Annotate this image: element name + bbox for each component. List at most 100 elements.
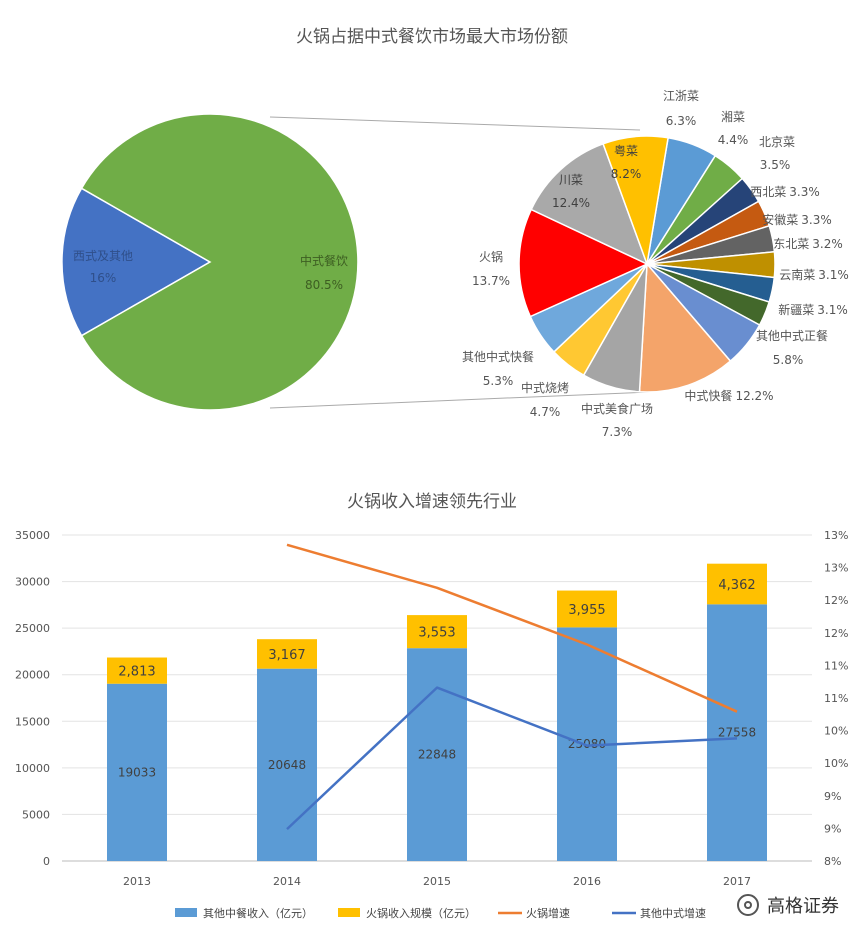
sub-pie-label-0: 江浙菜 <box>663 89 699 103</box>
bar-label-other-2013: 19033 <box>118 765 156 779</box>
legend-swatch-0 <box>175 908 197 917</box>
sub-pie-label-7: 新疆菜 3.1% <box>778 302 848 317</box>
bar-label-other-2015: 22848 <box>418 748 456 762</box>
y2-tick-label-2: 9% <box>824 790 841 803</box>
connector-line-bottom <box>269 391 651 409</box>
y2-tick-label-4: 10% <box>824 725 848 738</box>
sub-pie-label-text-7: 新疆菜 <box>778 302 814 317</box>
sub-pie-slice-9 <box>638 262 732 393</box>
y2-tick-label-1: 9% <box>824 822 841 835</box>
x-tick-label-2014: 2014 <box>273 875 301 888</box>
bar-plot-area: 0 5000 10000 15000 20000 25000 30000 35000 8% 9% 9… <box>15 529 848 888</box>
sub-pie-label-14: 川菜 <box>559 173 583 187</box>
sub-pie-label-10: 中式美食广场 <box>581 401 653 416</box>
bar-hotpot-2016 <box>557 590 617 628</box>
sub-pie-value-2: 3.5% <box>760 158 791 172</box>
y2-tick-label-3: 10% <box>824 757 848 770</box>
sub-pie-value-15: 8.2% <box>611 167 642 181</box>
sub-pie-value-11: 4.7% <box>530 405 561 419</box>
y-tick-label-4: 20000 <box>15 669 50 682</box>
pie-chart-title: 火锅占据中式餐饮市场最大市场份额 <box>296 27 568 47</box>
connector-line-top <box>269 116 641 131</box>
x-tick-label-2017: 2017 <box>723 875 751 888</box>
line-series-3 <box>286 686 738 831</box>
watermark: 高格证券 <box>737 892 839 918</box>
bar-label-hotpot-2013: 2,813 <box>118 665 155 680</box>
y2-tick-label-0: 8% <box>824 855 841 868</box>
sub-pie-value-10: 7.3% <box>602 425 633 439</box>
y2-tick-label-9: 13% <box>824 562 848 575</box>
bar-hotpot-2014 <box>257 639 317 669</box>
sub-pie-label-text-6: 云南菜 <box>779 267 815 282</box>
bar-label-hotpot-2017: 4,362 <box>718 578 755 593</box>
connector-lines <box>269 116 651 409</box>
sub-pie-label-13: 火锅 <box>479 249 503 264</box>
y-tick-label-3: 15000 <box>15 715 50 728</box>
sub-pie-value-6: 3.1% <box>818 268 849 282</box>
sub-pie-value-8: 5.8% <box>773 353 804 367</box>
bar-other-2015 <box>407 648 467 861</box>
sub-pie-label-text-5: 东北菜 <box>773 237 809 251</box>
x-tick-label-2015: 2015 <box>423 875 451 888</box>
sub-pie-label-text-9: 中式快餐 <box>684 388 732 403</box>
bar-hotpot-2017 <box>707 563 767 605</box>
main-pie-label-0: 西式及其他 <box>73 249 133 263</box>
sub-pie-label-11: 中式烧烤 <box>521 380 569 395</box>
legend-label-2: 火锅增速 <box>526 906 570 920</box>
bar-label-other-2017: 27558 <box>718 726 756 740</box>
sub-pie-label-2: 北京菜 <box>759 135 795 149</box>
sub-pie-value-4: 3.3% <box>801 213 832 227</box>
sub-pie-label-9: 中式快餐 12.2% <box>684 388 773 403</box>
y-tick-label-2: 10000 <box>15 762 50 775</box>
sub-pie-label-3: 西北菜 3.3% <box>750 185 820 199</box>
main-pie: 西式及其他 16% 中式餐饮 80.5% <box>61 113 651 411</box>
bar-label-other-2014: 20648 <box>268 758 306 772</box>
bar-hotpot-2013 <box>107 657 167 684</box>
sub-pie-label-4: 安徽菜 3.3% <box>762 212 832 227</box>
bar-label-hotpot-2016: 3,955 <box>568 603 605 618</box>
sub-pie-value-13: 13.7% <box>472 274 510 288</box>
sub-pie-slice-13 <box>518 208 649 318</box>
main-pie-value-0: 16% <box>90 271 117 285</box>
x-tick-label-2016: 2016 <box>573 875 601 888</box>
main-pie-label-1: 中式餐饮 <box>300 253 348 268</box>
y-tick-label-0: 0 <box>43 855 50 868</box>
main-pie-value-1: 80.5% <box>305 278 343 292</box>
legend-label-0: 其他中餐收入（亿元） <box>203 906 313 920</box>
y2-tick-label-6: 11% <box>824 659 848 672</box>
bar-other-2013 <box>107 683 167 861</box>
sub-pie-value-12: 5.3% <box>483 374 514 388</box>
sub-pie-label-1: 湘菜 <box>721 109 745 124</box>
sub-pie-label-6: 云南菜 3.1% <box>779 267 849 282</box>
sub-pie-value-3: 3.3% <box>789 185 820 199</box>
y2-tick-label-7: 12% <box>824 627 848 640</box>
sub-pie-value-5: 3.2% <box>812 237 843 251</box>
x-tick-label-2013: 2013 <box>123 875 151 888</box>
sub-pie-value-1: 4.4% <box>718 133 749 147</box>
bar-legend: 其他中餐收入（亿元） 火锅收入规模（亿元） 火锅增速 其他中式增速 <box>175 906 706 920</box>
y2-tick-label-5: 11% <box>824 692 848 705</box>
legend-label-1: 火锅收入规模（亿元） <box>366 906 476 920</box>
sub-pie-slice-15 <box>602 135 669 267</box>
sub-pie-label-15: 粤菜 <box>614 143 638 158</box>
y-tick-label-6: 30000 <box>15 576 50 589</box>
bar-other-2017 <box>707 604 767 861</box>
watermark-text: 高格证券 <box>767 896 839 917</box>
y-tick-label-1: 5000 <box>22 808 50 821</box>
y-tick-label-7: 35000 <box>15 529 50 542</box>
y-tick-label-5: 25000 <box>15 622 50 635</box>
legend-label-3: 其他中式增速 <box>640 906 706 920</box>
sub-pie-label-text-3: 西北菜 <box>750 185 786 199</box>
main-pie-slice-0 <box>61 187 212 337</box>
wechat-icon <box>737 894 759 916</box>
line-series-2 <box>286 543 738 713</box>
main-pie-slice-1 <box>80 113 359 411</box>
sub-pie-label-5: 东北菜 3.2% <box>773 237 843 251</box>
bar-hotpot-2015 <box>407 615 467 649</box>
bar-chart-title: 火锅收入增速领先行业 <box>347 492 517 512</box>
sub-pie-value-9: 12.2% <box>735 389 773 403</box>
sub-pie-value-14: 12.4% <box>552 196 590 210</box>
y2-tick-label-8: 12% <box>824 594 848 607</box>
